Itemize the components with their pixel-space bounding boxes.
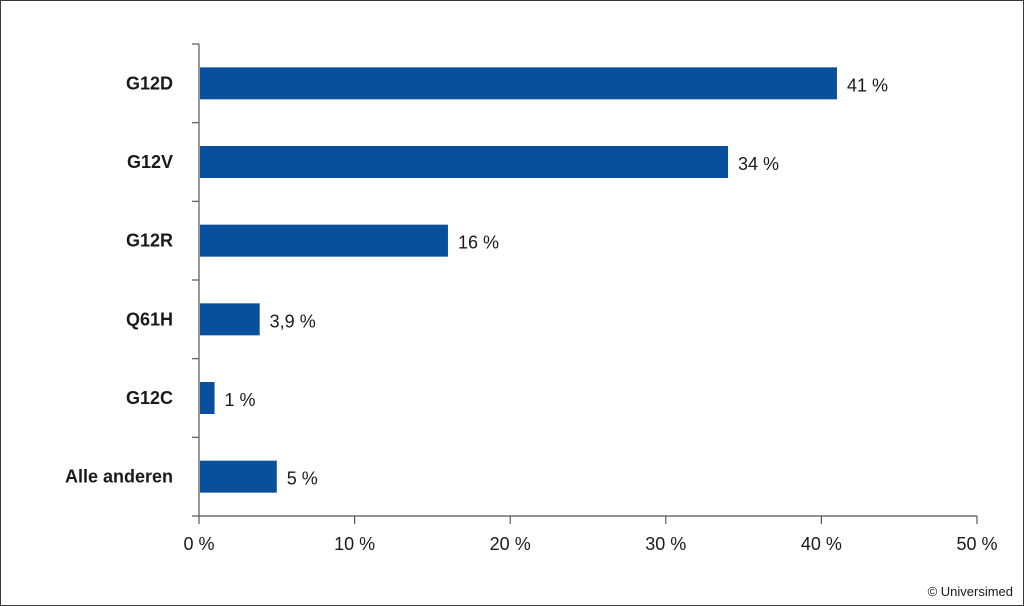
x-tick-label: 40 % <box>801 534 842 554</box>
bar-g12d <box>200 67 837 100</box>
category-label: Q61H <box>126 309 173 329</box>
bar-value-label: 1 % <box>225 390 256 410</box>
bar-value-label: 34 % <box>738 154 779 174</box>
x-tick-label: 10 % <box>334 534 375 554</box>
bar-alle-anderen <box>200 460 277 493</box>
copyright-credit: © Universimed <box>927 584 1013 599</box>
category-label: G12R <box>126 231 173 251</box>
bar-g12v <box>200 146 729 178</box>
bar-g12c <box>200 382 215 414</box>
bar-g12r <box>200 224 448 257</box>
category-label: Alle anderen <box>65 467 173 487</box>
bar-q61h <box>200 303 260 336</box>
bar-value-label: 3,9 % <box>270 311 316 331</box>
x-tick-label: 50 % <box>956 534 997 554</box>
category-label: G12V <box>127 152 173 172</box>
bar-value-label: 41 % <box>847 75 888 95</box>
x-tick-label: 0 % <box>183 534 214 554</box>
bar-value-label: 16 % <box>458 233 499 253</box>
labels-layer: G12D 41 % G12V 34 % G12R 16 % Q61H 3,9 % G12C 1 %… <box>65 73 998 554</box>
axes-layer <box>192 43 978 524</box>
category-label: G12D <box>126 73 173 93</box>
bars-layer <box>200 67 837 493</box>
bar-value-label: 5 % <box>287 469 318 489</box>
x-tick-label: 30 % <box>645 534 686 554</box>
category-label: G12C <box>126 388 173 408</box>
x-tick-label: 20 % <box>490 534 531 554</box>
